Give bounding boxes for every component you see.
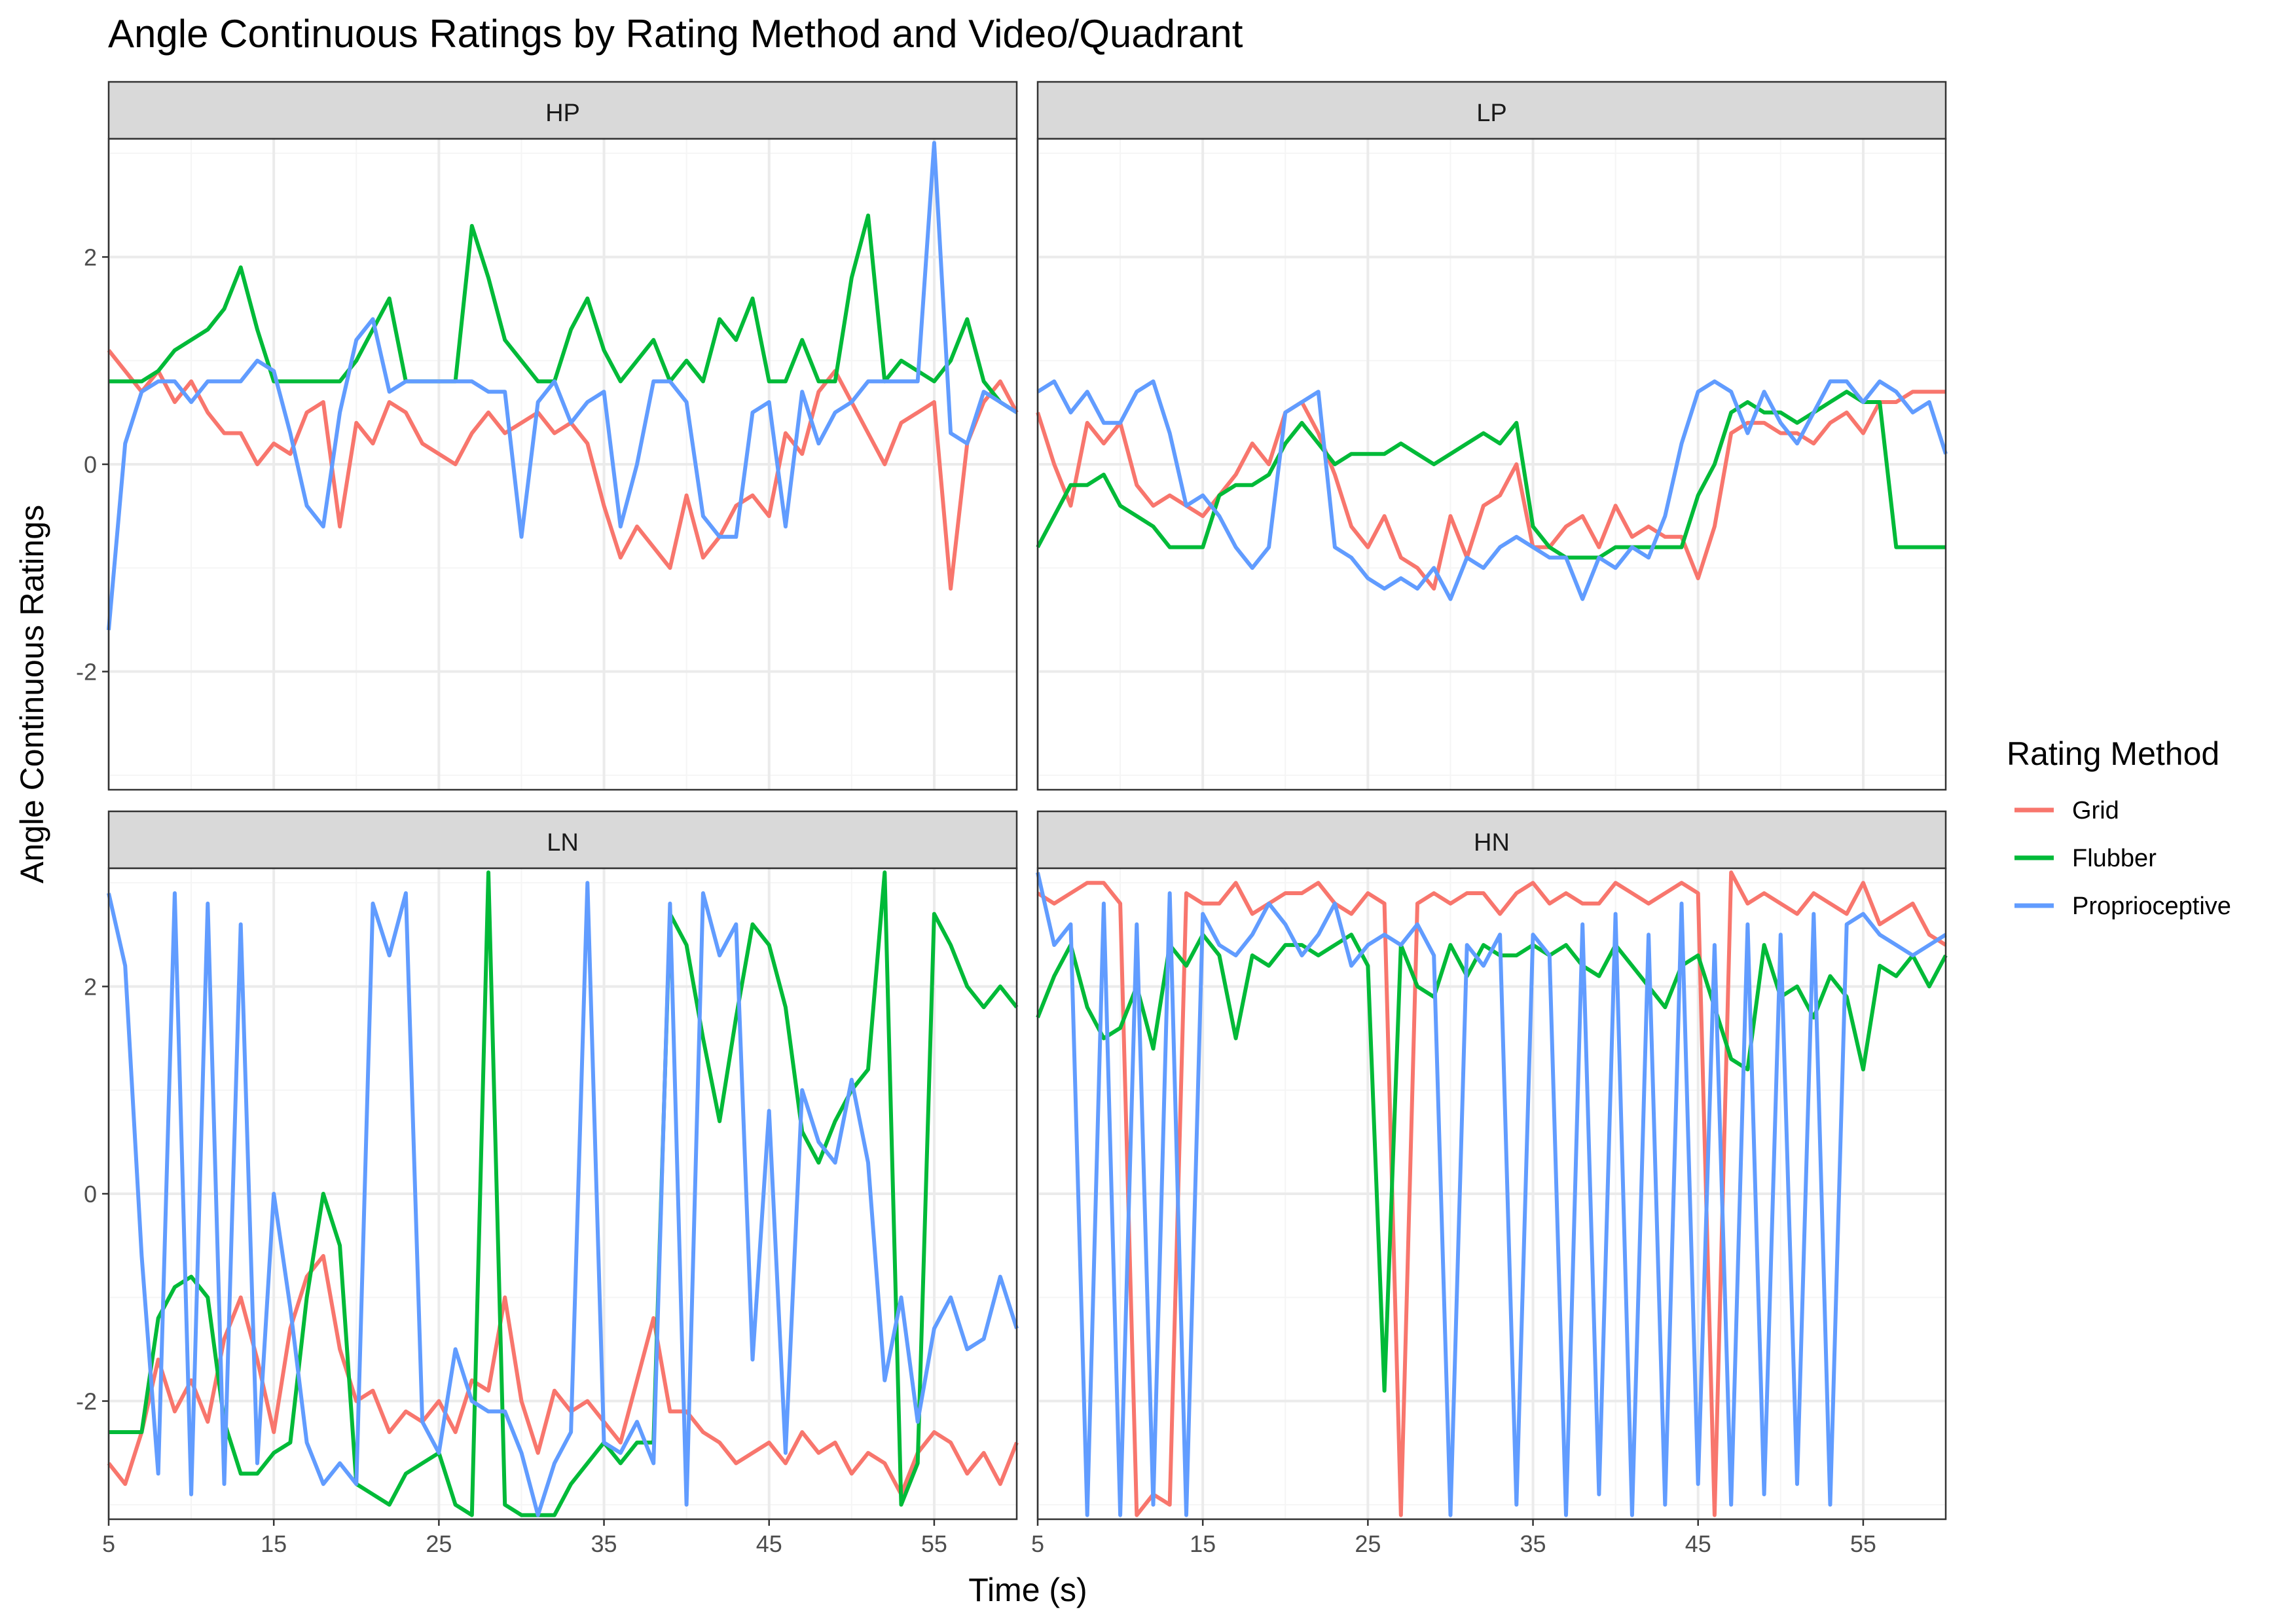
chart-title: Angle Continuous Ratings by Rating Metho… (108, 12, 1243, 56)
facet-strip-label: LN (547, 829, 579, 857)
series-line-grid (1036, 390, 1946, 591)
series-line-proprioceptive (1036, 872, 1947, 1517)
facet-strip (107, 81, 1018, 140)
x-tick-label: 45 (756, 1530, 782, 1557)
y-tick-label: 2 (84, 244, 97, 270)
x-tick-label: 55 (921, 1530, 947, 1557)
legend-title: Rating Method (2007, 735, 2219, 772)
y-tick-label: 2 (84, 973, 97, 1000)
x-tick-label: 25 (426, 1530, 452, 1557)
x-tick-label: 5 (102, 1530, 115, 1557)
facet-panel-hp: HP -2 0 2 (76, 81, 1019, 791)
facet-strip-label: HP (545, 100, 580, 127)
x-tick-label: 15 (261, 1530, 287, 1557)
panel-border (1036, 138, 1947, 791)
facet-panel-hn: HN 5 15 25 35 45 55 (1031, 810, 1948, 1557)
y-tick-label: -2 (76, 659, 97, 686)
series-line-proprioceptive (107, 881, 1019, 1517)
facet-strip (1036, 810, 1947, 870)
x-tick-label: 15 (1190, 1530, 1216, 1557)
facet-strip-label: HN (1474, 829, 1510, 857)
y-tick-label: 0 (84, 451, 97, 478)
series-line-grid (107, 1254, 1019, 1496)
facet-panel-lp: LP (1036, 81, 1948, 791)
y-tick-label: 0 (84, 1181, 97, 1208)
series-line-grid (1036, 870, 1947, 1517)
x-tick-label: 55 (1850, 1530, 1876, 1557)
legend-label-flubber: Flubber (2072, 845, 2157, 872)
panel-border (1036, 867, 1947, 1521)
y-axis-label: Angle Continuous Ratings (14, 505, 50, 883)
series-line-flubber (1036, 390, 1946, 560)
legend-label-grid: Grid (2072, 797, 2119, 824)
x-tick-label: 5 (1031, 1530, 1044, 1557)
series-line-flubber (109, 213, 1018, 415)
x-tick-label: 25 (1355, 1530, 1381, 1557)
series-line-grid (107, 349, 1019, 591)
x-tick-label: 45 (1685, 1530, 1711, 1557)
legend-label-proprioceptive: Proprioceptive (2072, 893, 2231, 920)
facet-strip-label: LP (1476, 100, 1506, 127)
legend: Rating Method Grid Flubber Proprioceptive (2007, 735, 2231, 920)
facet-strip (107, 810, 1018, 870)
x-tick-label: 35 (591, 1530, 617, 1557)
x-axis-label: Time (s) (968, 1572, 1087, 1608)
x-tick-label: 35 (1520, 1530, 1546, 1557)
series-line-proprioceptive (1036, 379, 1948, 601)
series-line-proprioceptive (107, 141, 1018, 631)
y-tick-label: -2 (76, 1388, 97, 1415)
series-line-flubber (109, 870, 1019, 1517)
